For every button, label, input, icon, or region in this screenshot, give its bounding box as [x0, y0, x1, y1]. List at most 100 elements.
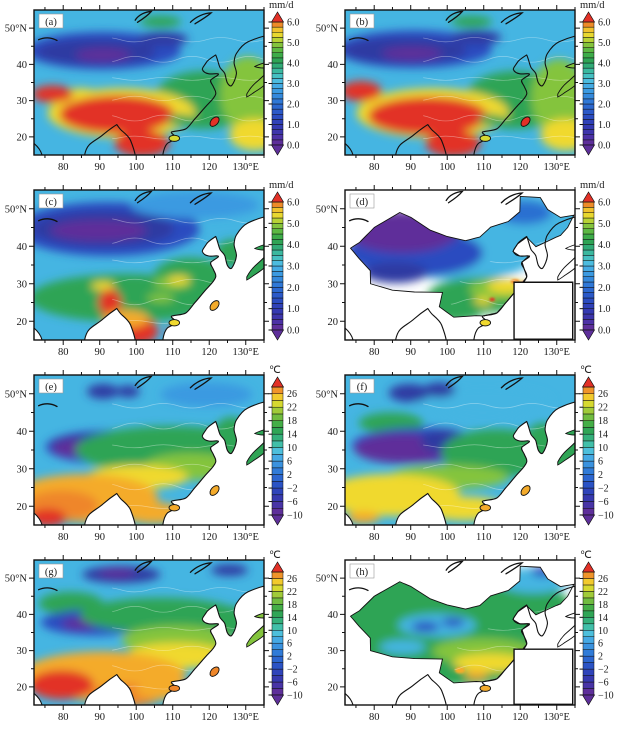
- colorbar-segment: [271, 636, 284, 644]
- colorbar-segment: [582, 584, 595, 592]
- colorbar-segment: [582, 281, 595, 288]
- y-tick-label: 20: [328, 317, 339, 328]
- contour-field: [34, 10, 264, 155]
- sea-inset-box: [514, 282, 573, 339]
- colorbar-tick-label: 1.0: [598, 304, 611, 315]
- colorbar-tick-label: 22: [598, 403, 608, 414]
- field-blob: [139, 15, 182, 28]
- colorbar-segment: [582, 655, 595, 663]
- colorbar-arrow-bottom: [270, 329, 285, 341]
- field-blob: [368, 97, 488, 135]
- lake-squiggle: [190, 193, 211, 204]
- lake-squiggle: [446, 192, 462, 203]
- colorbar-segment: [582, 481, 595, 489]
- colorbar-segment: [582, 223, 595, 229]
- lake-squiggle: [135, 11, 151, 22]
- colorbar-unit-label: ℃: [580, 365, 592, 376]
- colorbar-segment: [582, 83, 595, 89]
- x-tick-label: 110: [476, 162, 491, 173]
- colorbar-segment: [582, 249, 595, 256]
- colorbar-segment: [582, 103, 595, 110]
- y-tick-label: 20: [17, 502, 28, 513]
- lake-squiggle: [350, 404, 368, 407]
- colorbar-segment: [582, 57, 595, 64]
- colorbar-segment: [271, 260, 284, 267]
- colorbar-segment: [271, 292, 284, 299]
- map-panel-d: 80 90 100 110 120 130°E 50°N 40 30 20 (d) 0.0 1.0 2.0…: [316, 180, 611, 358]
- colorbar-segment: [582, 467, 595, 475]
- colorbar-segment: [582, 207, 595, 213]
- field-blob: [211, 564, 248, 576]
- colorbar-arrow-bottom: [581, 694, 596, 706]
- panel-label-box: [349, 193, 375, 209]
- field-blob: [345, 81, 382, 102]
- colorbar-segment: [271, 129, 284, 135]
- colorbar-segment: [582, 494, 595, 502]
- colorbar-segment: [271, 467, 284, 475]
- contour-field: [34, 190, 264, 340]
- taiwan-island: [519, 116, 532, 127]
- colorbar-segment: [582, 501, 595, 509]
- colorbar-segment: [271, 400, 284, 408]
- field-blob: [425, 130, 481, 155]
- axis-ticks: [340, 555, 580, 710]
- x-tick-label: 90: [94, 162, 105, 173]
- field-blob: [489, 297, 495, 302]
- colorbar-segment: [582, 597, 595, 605]
- x-tick-label: 130°E: [233, 347, 259, 358]
- x-tick-label: 80: [58, 712, 69, 723]
- x-tick-label: 120: [201, 162, 217, 173]
- x-tick-label: 120: [201, 712, 217, 723]
- y-tick-label: 30: [17, 279, 28, 290]
- x-tick-label: 110: [476, 712, 491, 723]
- y-tick-label: 40: [328, 60, 339, 71]
- islands: [169, 430, 264, 511]
- colorbar-segment: [582, 474, 595, 482]
- colorbar-segment: [271, 319, 284, 325]
- y-tick-label: 30: [17, 96, 28, 107]
- colorbar-segment: [582, 571, 595, 579]
- colorbar-tick-label: 5.0: [287, 38, 300, 49]
- colorbar-segment: [271, 297, 284, 304]
- lake-squiggle: [39, 588, 57, 591]
- field-blob: [137, 31, 189, 47]
- colorbar-segment: [271, 313, 284, 320]
- y-tick-label: 20: [328, 682, 339, 693]
- colorbar-segment: [582, 668, 595, 676]
- x-tick-label: 130°E: [233, 712, 259, 723]
- hainan-island: [480, 505, 491, 511]
- x-tick-label: 100: [128, 532, 144, 543]
- colorbar-segment: [582, 73, 595, 79]
- colorbar-segment: [271, 454, 284, 462]
- colorbar-segment: [582, 276, 595, 283]
- colorbar-segment: [271, 591, 284, 599]
- colorbar-unit-label: mm/d: [269, 180, 294, 191]
- colorbar-segment: [271, 62, 284, 69]
- colorbar-segment: [271, 67, 284, 74]
- colorbar-segment: [582, 303, 595, 309]
- lake-squiggle: [446, 377, 462, 388]
- colorbar-segment: [271, 688, 284, 696]
- colorbar-tick-label: 1.0: [287, 304, 300, 315]
- y-tick-label: 30: [328, 279, 339, 290]
- x-tick-label: 90: [405, 162, 416, 173]
- colorbar-segment: [582, 47, 595, 53]
- colorbar-segment: [582, 21, 595, 28]
- x-tick-label: 120: [201, 532, 217, 543]
- colorbar-tick-label: 18: [287, 600, 297, 611]
- colorbar-unit-label: ℃: [269, 365, 281, 376]
- colorbar-tick-label: 14: [598, 613, 608, 624]
- taiwan-island: [519, 485, 532, 496]
- colorbar-tick-label: 6: [598, 457, 603, 468]
- contour-field: [34, 375, 264, 525]
- colorbar-segment: [271, 57, 284, 64]
- field-blob: [34, 670, 94, 700]
- panel-label: (g): [45, 567, 58, 578]
- colorbar-segment: [582, 623, 595, 631]
- colorbar-segment: [271, 271, 284, 277]
- colorbar-segment: [582, 454, 595, 462]
- colorbar-tick-label: 4.0: [598, 240, 611, 251]
- map-panel-a: 80 90 100 110 120 130°E 50°N 40 30 20 (a) 0.0 1.0 2.0…: [5, 0, 300, 173]
- y-tick-label: 40: [17, 242, 28, 253]
